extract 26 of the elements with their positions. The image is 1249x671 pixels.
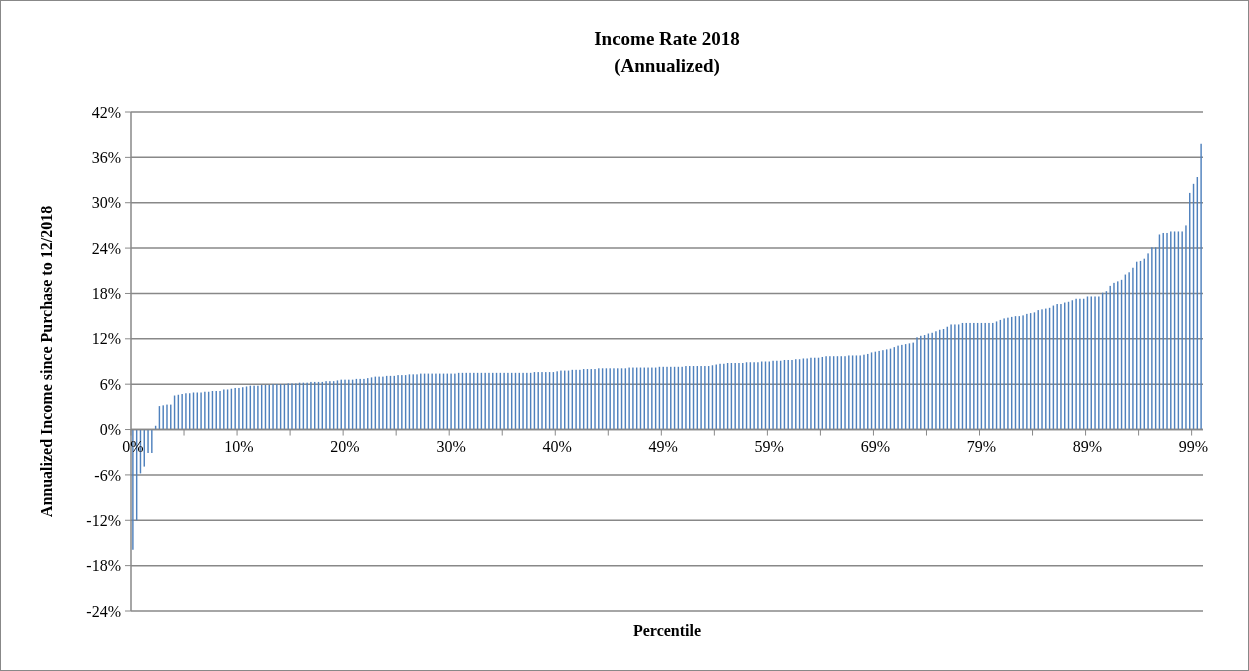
y-tick-label: 12% <box>91 330 121 348</box>
x-tick-label: 89% <box>1072 437 1103 455</box>
y-tick-label: 42% <box>91 103 121 121</box>
y-axis-title: Annualized Income since Purchase to 12/2018 <box>38 205 55 518</box>
y-tick-label: -6% <box>94 466 121 484</box>
y-tick-label: 6% <box>99 375 121 393</box>
chart-title: Income Rate 2018 <box>594 28 740 49</box>
x-tick-label: 99% <box>1178 437 1209 455</box>
y-tick-label: -18% <box>86 557 121 575</box>
x-tick-label: 10% <box>224 437 254 455</box>
x-tick-label: 30% <box>436 437 466 455</box>
x-tick-label: 20% <box>330 437 360 455</box>
y-tick-label: 36% <box>91 148 121 166</box>
y-tick-label: 30% <box>91 194 121 212</box>
x-tick-label: 69% <box>860 437 890 455</box>
x-axis-title: Percentile <box>632 622 702 639</box>
y-tick-label: 0% <box>99 421 121 439</box>
chart-subtitle: (Annualized) <box>614 55 720 77</box>
x-tick-label: 79% <box>966 437 997 455</box>
y-tick-label: -12% <box>86 511 121 529</box>
x-tick-label: 59% <box>754 437 784 455</box>
x-tick-label: 49% <box>648 437 678 455</box>
y-tick-label: 18% <box>91 285 121 303</box>
y-tick-label: -24% <box>86 602 121 620</box>
y-tick-label: 24% <box>91 239 121 257</box>
x-tick-label: 40% <box>542 437 572 455</box>
